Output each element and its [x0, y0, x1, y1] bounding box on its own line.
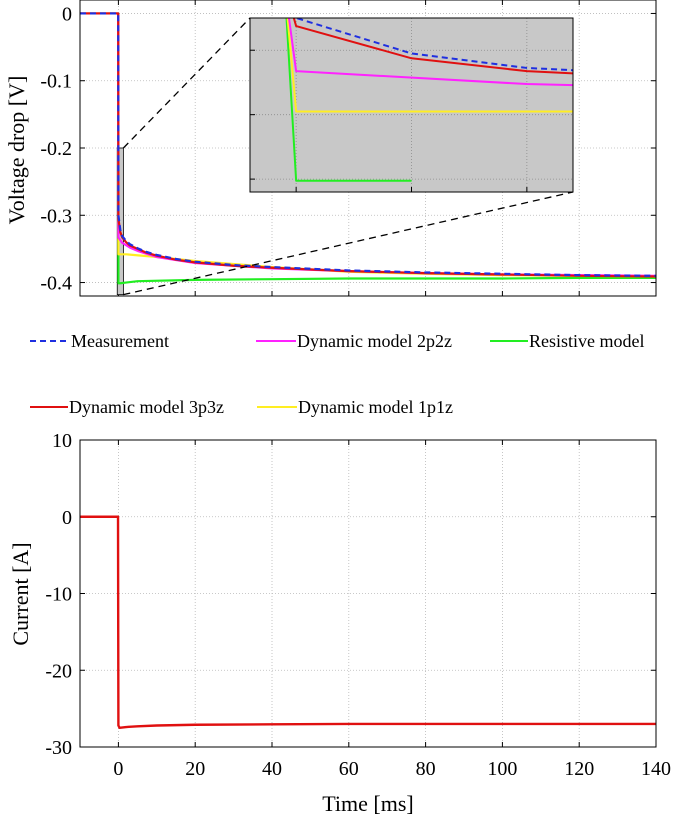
legend-item-1p1z: Dynamic model 1p1z [257, 397, 453, 417]
zoom-connector-top [122, 17, 251, 149]
voltage-axes-frame [79, 0, 657, 297]
current-axes-frame [79, 439, 657, 748]
legend-label-measurement: Measurement [71, 331, 169, 351]
voltage-series-measurement [80, 12, 657, 277]
voltage-y-axis-label: Voltage drop [V] [4, 76, 29, 225]
legend-label-2p2z: Dynamic model 2p2z [297, 331, 452, 351]
current-tick-label-y--20: -20 [45, 660, 72, 682]
current-tick-label-x-80: 80 [416, 758, 436, 780]
voltage-ticks: 0 -0.1 -0.2 -0.3 -0.4 [40, 0, 657, 296]
current-tick-label-y-10: 10 [52, 430, 72, 452]
current-tick-label-x-0: 0 [113, 758, 123, 780]
voltage-tick-label-y--0-4: -0.4 [40, 273, 72, 295]
inset-series [285, 18, 573, 182]
legend-item-measurement: Measurement [30, 331, 169, 351]
current-grid [80, 439, 657, 748]
zoom-connector-bottom [123, 191, 574, 296]
voltage-tick-label-y--0-2: -0.2 [40, 138, 72, 160]
current-tick-label-x-100: 100 [487, 758, 517, 780]
legend-item-3p3z: Dynamic model 3p3z [30, 397, 224, 417]
current-tick-label-y-0: 0 [62, 507, 72, 529]
current-tick-label-y--10: -10 [45, 584, 72, 606]
current-tick-label-x-60: 60 [339, 758, 359, 780]
current-series [80, 515, 656, 730]
inset-series-dynamic-model-3p3z [292, 18, 573, 75]
current-tick-label-x-120: 120 [564, 758, 594, 780]
current-tick-label-x-20: 20 [185, 758, 205, 780]
current-y-axis-label: Current [A] [8, 542, 33, 645]
legend-label-3p3z: Dynamic model 3p3z [69, 397, 224, 417]
current-tick-label-x-40: 40 [262, 758, 282, 780]
legend-item-resistive: Resistive model [490, 331, 645, 351]
voltage-axes: 0 -0.1 -0.2 -0.3 -0.4 Voltage drop [V] [4, 0, 657, 297]
current-series-current [80, 515, 656, 730]
current-tick-label-y--30: -30 [45, 737, 72, 759]
voltage-series [80, 12, 657, 296]
legend-label-resistive: Resistive model [529, 331, 645, 351]
zoom-inset [122, 17, 574, 296]
current-tick-label-x-140: 140 [641, 758, 671, 780]
voltage-tick-label-y--0-3: -0.3 [40, 205, 72, 227]
zoom-region-box [116, 147, 124, 296]
inset-series-dynamic-model-2p2z [287, 18, 573, 87]
legend-label-1p1z: Dynamic model 1p1z [298, 397, 453, 417]
inset-series-dynamic-model-1p1z [286, 18, 573, 113]
inset-series-resistive-model [285, 18, 412, 182]
voltage-tick-label-y--0-1: -0.1 [40, 71, 72, 93]
legend-item-2p2z: Dynamic model 2p2z [256, 331, 452, 351]
inset-frame [249, 17, 574, 193]
legend: Measurement Dynamic model 2p2z Resistive… [30, 331, 645, 417]
current-x-axis-label: Time [ms] [322, 791, 413, 816]
voltage-tick-label-y-0: 0 [62, 3, 72, 25]
